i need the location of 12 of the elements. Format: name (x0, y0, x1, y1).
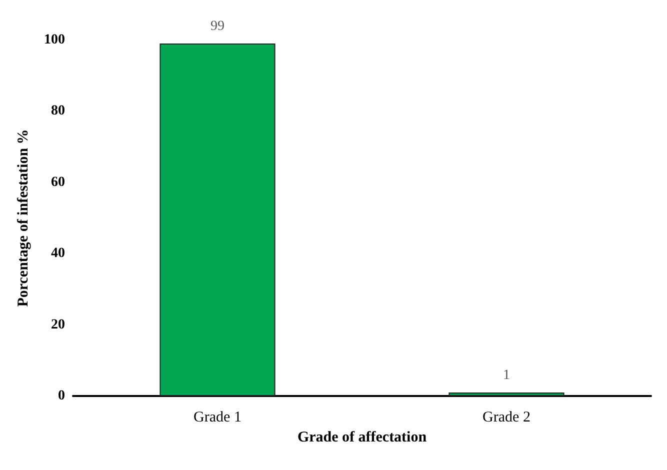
data-label: 99 (210, 19, 224, 34)
x-axis-title: Grade of affectation (297, 430, 428, 446)
x-tick-label: Grade 1 (194, 410, 242, 426)
y-tick-label: 80 (51, 104, 65, 119)
y-tick-label: 20 (51, 317, 65, 332)
y-tick-label: 40 (51, 246, 65, 262)
data-label: 1 (503, 368, 510, 383)
x-tick-label: Grade 2 (482, 410, 530, 426)
y-tick-label: 60 (51, 174, 65, 190)
y-tick-label: 0 (58, 388, 65, 404)
y-tick-label: 100 (44, 32, 65, 48)
y-axis-title: Porcentage of infestation % (16, 129, 32, 307)
